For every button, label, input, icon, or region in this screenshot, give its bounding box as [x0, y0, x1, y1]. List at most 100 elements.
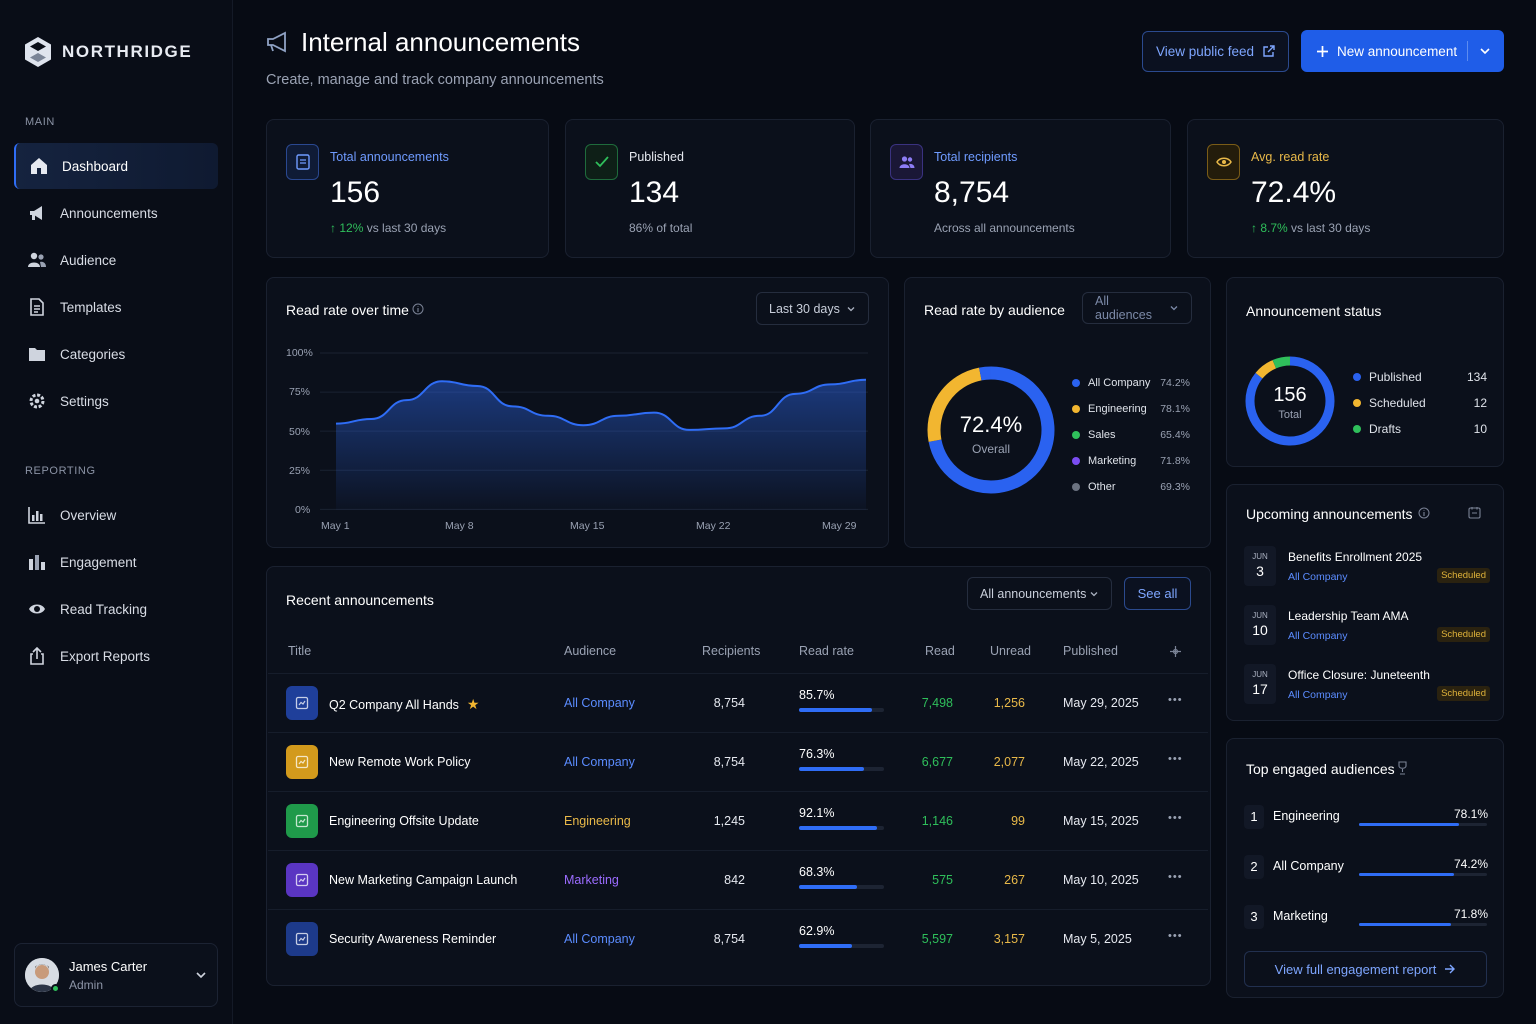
column-header-read[interactable]: Read [925, 644, 955, 658]
announcement-icon [286, 922, 318, 956]
engaged-audience-name: All Company [1273, 859, 1344, 873]
legend-label: Sales [1088, 429, 1116, 441]
engagement-bar-fill [1359, 873, 1454, 876]
legend-item[interactable]: Scheduled 12 [1353, 396, 1487, 410]
table-row[interactable]: New Marketing Campaign Launch Marketing 84… [268, 850, 1208, 909]
export-icon [30, 647, 44, 665]
stat-label: Total announcements [330, 150, 449, 164]
stat-card-total-recipients[interactable]: Total recipients 8,754 Across all announ… [870, 119, 1171, 258]
sidebar-item-announcements[interactable]: Announcements [14, 190, 218, 236]
chevron-down-icon[interactable] [1479, 45, 1491, 57]
row-more-icon[interactable]: ••• [1168, 812, 1183, 824]
chevron-down-icon [196, 972, 206, 979]
row-more-icon[interactable]: ••• [1168, 694, 1183, 706]
sidebar-item-engagement[interactable]: Engagement [14, 539, 218, 585]
stat-card-avg-read-rate[interactable]: Avg. read rate 72.4% ↑ 8.7% vs last 30 d… [1187, 119, 1504, 258]
stat-card-total-announcements[interactable]: Total announcements 156 ↑ 12% vs last 30… [266, 119, 549, 258]
upcoming-item[interactable]: JUN 3 Benefits Enrollment 2025 All Company S… [1244, 546, 1490, 590]
sidebar-item-audience[interactable]: Audience [14, 237, 218, 283]
row-published: May 10, 2025 [1063, 873, 1139, 887]
column-header-audience[interactable]: Audience [564, 644, 617, 658]
engaged-audience-value: 74.2% [1453, 857, 1488, 871]
sidebar-item-overview[interactable]: Overview [14, 492, 218, 538]
date-range-select[interactable]: Last 30 days [756, 292, 869, 325]
row-more-icon[interactable]: ••• [1168, 930, 1183, 942]
y-tick-label: 25% [289, 465, 311, 477]
legend-item[interactable]: Engineering 78.1% [1072, 403, 1190, 415]
row-title[interactable]: Q2 Company All Hands ★ [329, 696, 479, 713]
stat-subtext: Across all announcements [934, 221, 1075, 235]
user-role: Admin [69, 977, 104, 992]
row-title[interactable]: New Remote Work Policy [329, 755, 470, 769]
read-rate-bar [799, 826, 884, 830]
sidebar-item-categories[interactable]: Categories [14, 331, 218, 377]
column-header-recipients[interactable]: Recipients [702, 644, 761, 658]
announcement-filter-select[interactable]: All announcements [967, 577, 1112, 610]
engaged-audience-row[interactable]: 2 All Company 74.2% [1244, 855, 1488, 895]
column-settings-icon[interactable] [1169, 645, 1182, 658]
announcement-icon [286, 804, 318, 838]
sidebar-item-export-reports[interactable]: Export Reports [14, 633, 218, 679]
stat-delta: 12% [339, 221, 364, 235]
info-icon[interactable] [412, 303, 424, 315]
row-audience[interactable]: Engineering [564, 814, 631, 828]
row-title[interactable]: New Marketing Campaign Launch [329, 873, 517, 887]
view-engagement-report-button[interactable]: View full engagement report [1244, 951, 1487, 987]
row-more-icon[interactable]: ••• [1168, 753, 1183, 765]
sidebar-item-read-tracking[interactable]: Read Tracking [14, 586, 218, 632]
table-row[interactable]: Q2 Company All Hands ★ All Company 8,754 85… [268, 673, 1208, 732]
column-header-published[interactable]: Published [1063, 644, 1118, 658]
stat-card-published[interactable]: Published 134 86% of total [565, 119, 855, 258]
sidebar-item-templates[interactable]: Templates [14, 284, 218, 330]
engaged-audience-row[interactable]: 3 Marketing 71.8% [1244, 905, 1488, 945]
page-subtitle: Create, manage and track company announc… [266, 72, 604, 88]
audience-filter-select[interactable]: All audiences [1082, 292, 1192, 324]
legend-swatch [1072, 483, 1080, 491]
brand[interactable]: NORTHRIDGE [24, 36, 192, 68]
upcoming-item[interactable]: JUN 10 Leadership Team AMA All Company Sched… [1244, 605, 1490, 649]
star-icon[interactable]: ★ [462, 696, 480, 712]
sidebar-item-label: Overview [60, 507, 117, 523]
column-header-read-rate[interactable]: Read rate [799, 644, 854, 658]
see-all-button[interactable]: See all [1124, 577, 1191, 610]
legend-item[interactable]: All Company 74.2% [1072, 377, 1190, 389]
legend-item[interactable]: Drafts 10 [1353, 422, 1487, 436]
engagement-bar-fill [1359, 923, 1451, 926]
legend-item[interactable]: Sales 65.4% [1072, 429, 1190, 441]
engaged-audience-row[interactable]: 1 Engineering 78.1% [1244, 805, 1488, 845]
row-title-text: Engineering Offsite Update [329, 814, 479, 828]
sidebar-item-settings[interactable]: Settings [14, 378, 218, 424]
legend-item[interactable]: Published 134 [1353, 370, 1487, 384]
date-day: 17 [1252, 681, 1268, 697]
column-header-title[interactable]: Title [288, 644, 312, 658]
x-tick-label: May 8 [445, 520, 474, 532]
legend-item[interactable]: Other 69.3% [1072, 481, 1190, 493]
y-tick-label: 0% [295, 504, 311, 516]
row-audience[interactable]: All Company [564, 696, 635, 710]
legend-value: 69.3% [1160, 481, 1190, 493]
sidebar-item-dashboard[interactable]: Dashboard [14, 143, 218, 189]
view-public-feed-button[interactable]: View public feed [1142, 31, 1289, 72]
user-menu[interactable]: James Carter Admin [14, 943, 218, 1007]
new-announcement-button[interactable]: New announcement [1301, 30, 1504, 72]
info-icon[interactable] [1418, 507, 1430, 519]
table-row[interactable]: Security Awareness Reminder All Company 8,… [268, 909, 1208, 968]
row-title[interactable]: Engineering Offsite Update [329, 814, 479, 828]
status-donut-chart [1245, 356, 1335, 446]
upcoming-item[interactable]: JUN 17 Office Closure: Juneteenth All Compa… [1244, 664, 1490, 708]
row-more-icon[interactable]: ••• [1168, 871, 1183, 883]
row-unread: 3,157 [993, 932, 1025, 946]
calendar-icon[interactable] [1468, 506, 1481, 519]
table-row[interactable]: New Remote Work Policy All Company 8,754 76… [268, 732, 1208, 791]
row-audience[interactable]: All Company [564, 932, 635, 946]
table-row[interactable]: Engineering Offsite Update Engineering 1,2… [268, 791, 1208, 850]
row-audience[interactable]: Marketing [564, 873, 619, 887]
gear-icon [29, 393, 45, 409]
chevron-down-icon [847, 306, 855, 311]
row-unread: 99 [1011, 814, 1025, 828]
legend-item[interactable]: Marketing 71.8% [1072, 455, 1190, 467]
row-audience[interactable]: All Company [564, 755, 635, 769]
row-title[interactable]: Security Awareness Reminder [329, 932, 496, 946]
column-header-unread[interactable]: Unread [990, 644, 1031, 658]
nav-section-reporting: REPORTING [25, 465, 96, 477]
